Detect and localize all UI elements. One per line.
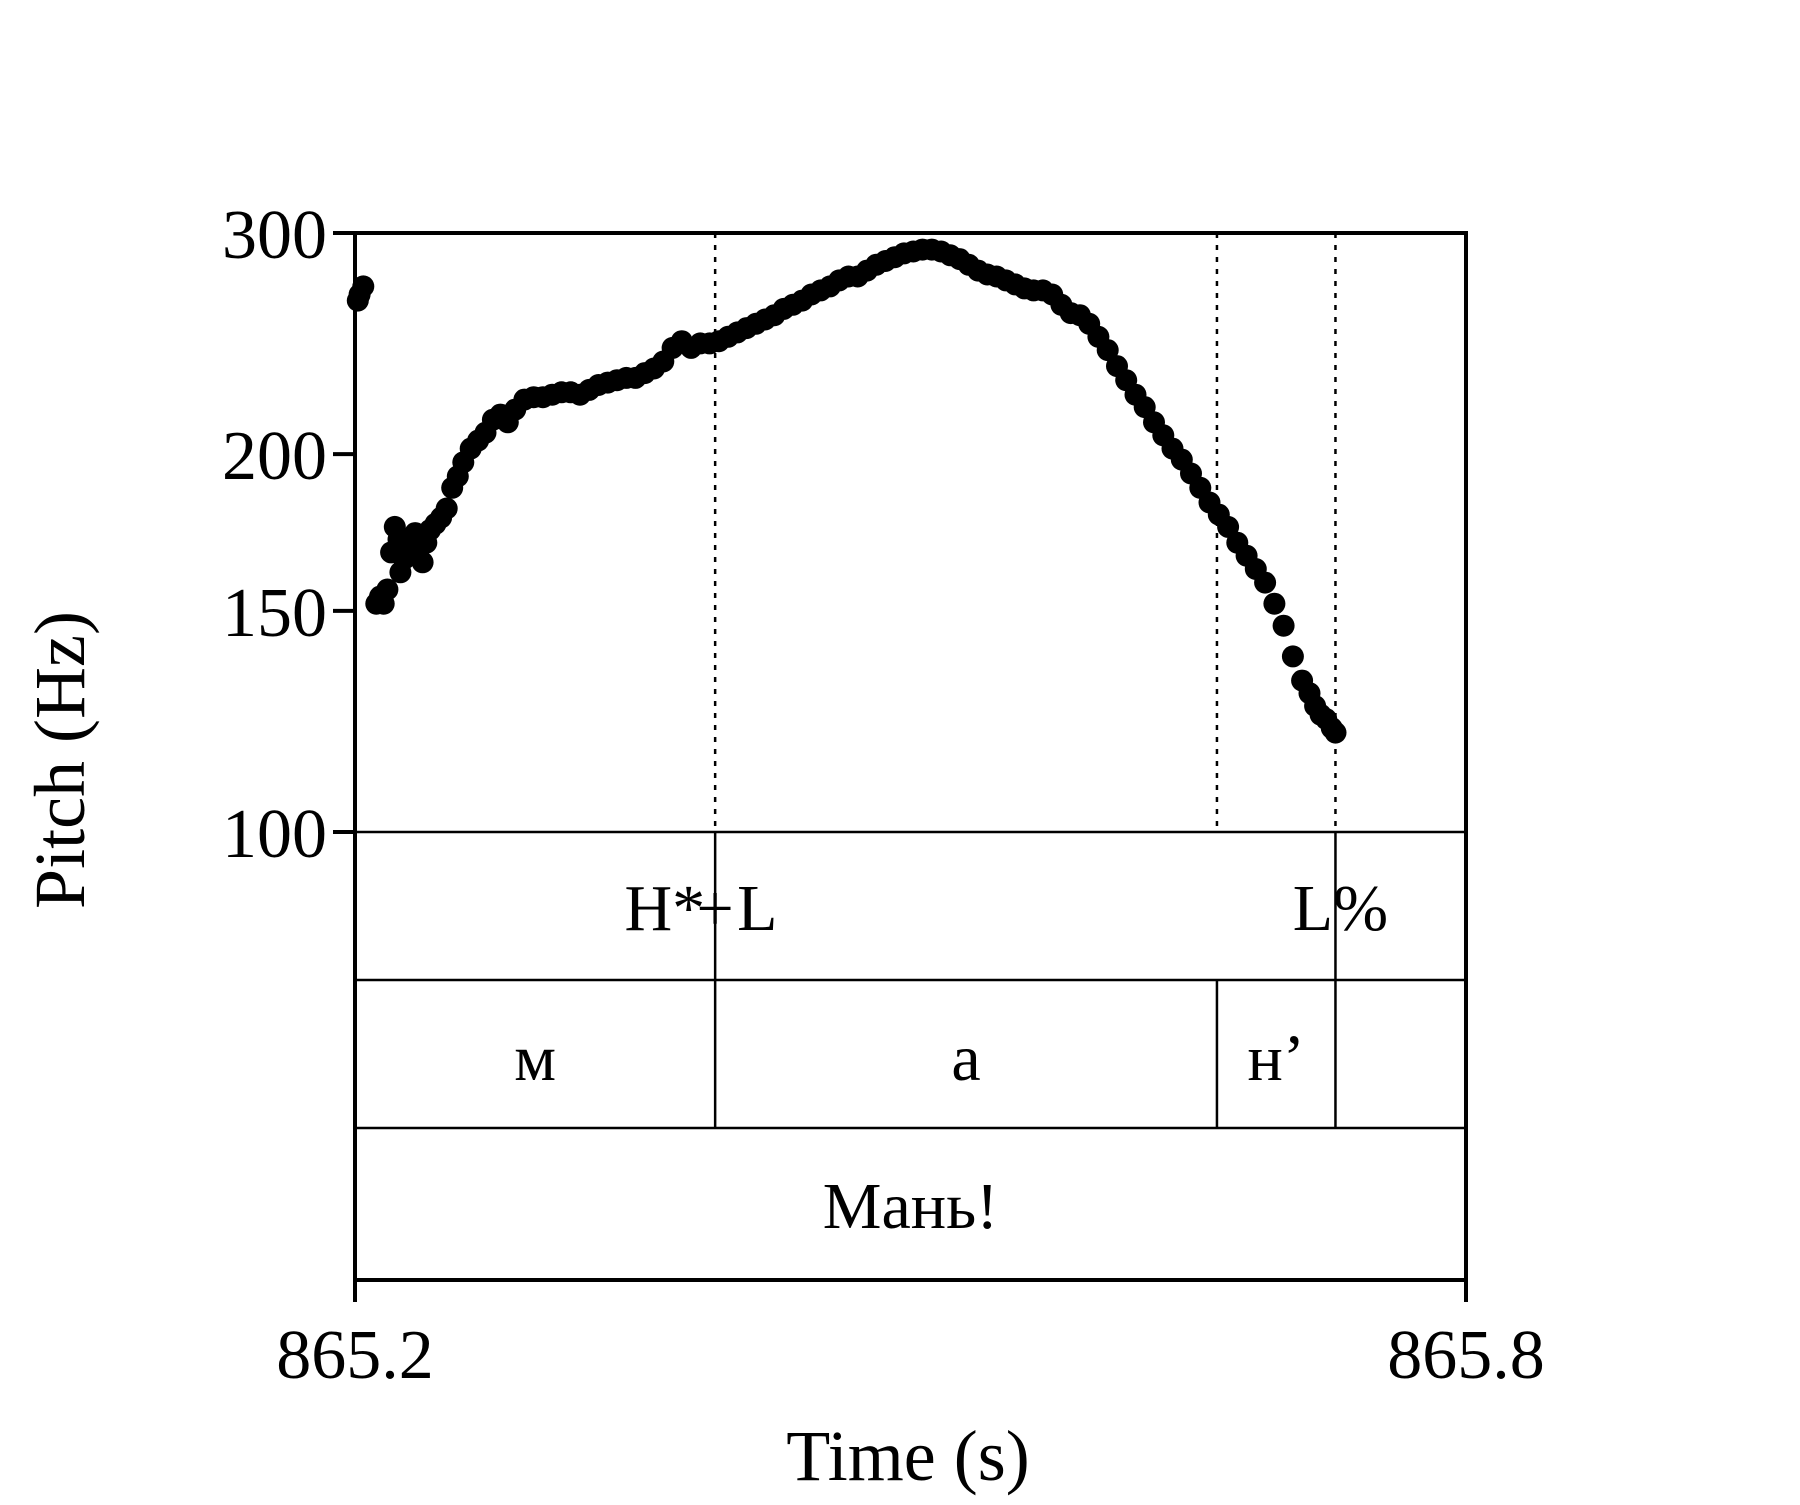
y-tick-label: 300	[222, 197, 327, 274]
pitch-point	[1272, 614, 1295, 637]
segment-label: м	[514, 1022, 556, 1095]
x-tick-label: 865.2	[276, 1317, 434, 1394]
tone-label: L%	[1293, 872, 1388, 945]
pitch-point	[1096, 339, 1119, 362]
tone-label: L	[737, 872, 777, 945]
y-tick-label: 200	[222, 418, 327, 495]
x-axis-title: Time (s)	[786, 1416, 1029, 1496]
pitch-point	[1263, 592, 1286, 615]
y-axis-title: Pitch (Hz)	[20, 611, 100, 909]
segment-label: а	[951, 1022, 980, 1095]
segment-label: нʼ	[1248, 1022, 1305, 1095]
boundary-lines	[713, 233, 1337, 832]
pitch-point	[435, 497, 458, 520]
pitch-points	[346, 238, 1347, 744]
axes: 100 150 200 300 865.2 865.8	[222, 197, 1545, 1394]
pitch-point	[376, 578, 399, 601]
pitch-point	[1281, 645, 1304, 668]
plot-frame	[353, 231, 1468, 1282]
pitch-point	[411, 551, 434, 574]
tone-label: +	[697, 872, 734, 945]
pitch-point	[352, 275, 375, 298]
y-tick-label: 150	[222, 575, 327, 652]
x-tick-label: 865.8	[1387, 1317, 1545, 1394]
pitch-point	[1324, 721, 1347, 744]
word-label: Мань!	[823, 1170, 998, 1243]
tone-label: H*	[624, 872, 705, 945]
pitch-point	[1254, 571, 1277, 594]
annotation-tiers: H*+ L L% м а нʼ Мань!	[355, 830, 1466, 1243]
y-tick-label: 100	[222, 796, 327, 873]
